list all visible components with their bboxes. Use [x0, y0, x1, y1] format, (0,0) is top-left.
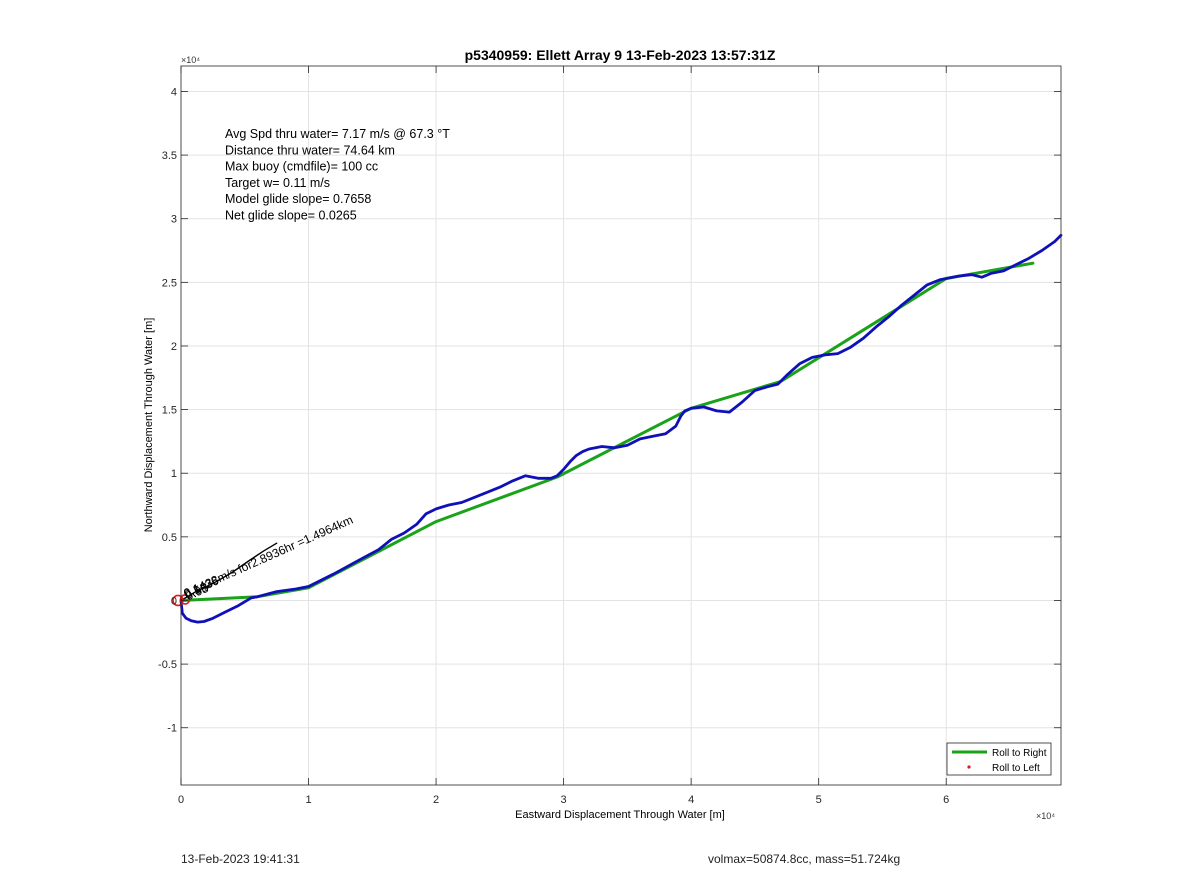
series-line-3 [180, 542, 278, 602]
x-axis-exponent: ×10⁴ [1036, 811, 1055, 821]
x-tick-label: 4 [688, 794, 694, 806]
y-tick-label: 1 [171, 468, 177, 480]
y-axis-label: Northward Displacement Through Water [m] [143, 318, 155, 533]
stats-line: Distance thru water= 74.64 km [225, 143, 395, 157]
x-tick-label: 1 [305, 794, 311, 806]
stats-line: Target w= 0.11 m/s [225, 176, 330, 190]
x-tick-label: 5 [816, 794, 822, 806]
axes-box [180, 65, 1062, 786]
footer-timestamp: 13-Feb-2023 19:41:31 [181, 852, 300, 866]
x-axis-label: Eastward Displacement Through Water [m] [515, 809, 725, 821]
y-tick-label: 1.5 [162, 405, 177, 417]
x-tick-label: 3 [561, 794, 567, 806]
start-marker [179, 594, 191, 605]
x-tick-label: 2 [433, 794, 439, 806]
y-tick-label: -0.5 [158, 659, 177, 671]
y-axis-exponent: ×10⁴ [181, 55, 200, 65]
x-tick-label: 6 [943, 794, 949, 806]
y-tick-label: 0 [171, 595, 177, 607]
y-tick-label: 0.5 [162, 532, 177, 544]
annotations: 0.1438m/s for2.8936hr =1.4964km0.14360.5… [172, 513, 355, 607]
y-tick-label: 2.5 [162, 277, 177, 289]
stats-line: Model glide slope= 0.7658 [225, 192, 371, 206]
chart-title: p5340959: Ellett Array 9 13-Feb-2023 13:… [465, 47, 776, 63]
series-line-2 [179, 233, 1063, 624]
x-tick-label: 0 [178, 794, 184, 806]
stats-text: Avg Spd thru water= 7.17 m/s @ 67.3 °T Di… [225, 127, 450, 223]
axes: 0 1 2 3 4 5 6 -1 -0.5 0 0.5 1 1.5 2 2.5 3 3.5 4 [158, 65, 1062, 806]
legend-label: Roll to Left [992, 763, 1040, 774]
series-layer [179, 233, 1063, 624]
y-tick-label: 3.5 [162, 150, 177, 162]
stats-line: Avg Spd thru water= 7.17 m/s @ 67.3 °T [225, 127, 450, 141]
grid [180, 66, 1061, 785]
legend-swatch-dot [967, 765, 971, 769]
y-tick-label: 3 [171, 214, 177, 226]
y-tick-label: 2 [171, 341, 177, 353]
footer-volmax-mass: volmax=50874.8cc, mass=51.724kg [708, 852, 901, 866]
stats-line: Max buoy (cmdfile)= 100 cc [225, 160, 378, 174]
legend-label: Roll to Right [992, 748, 1047, 759]
y-tick-label: -1 [167, 723, 177, 735]
stats-line: Net glide slope= 0.0265 [225, 209, 357, 223]
legend-box [946, 742, 1052, 776]
y-tick-label: 4 [171, 86, 177, 98]
legend: Roll to Right Roll to Left [946, 742, 1052, 776]
